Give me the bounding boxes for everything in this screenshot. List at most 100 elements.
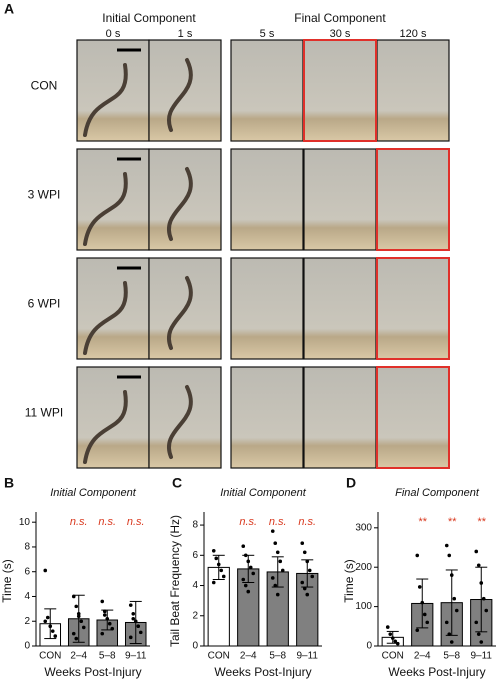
data-point xyxy=(395,641,400,646)
data-point xyxy=(454,608,459,613)
row-label: 6 WPI xyxy=(28,297,61,311)
y-tick-label: 0 xyxy=(192,641,198,652)
annotation: ** xyxy=(447,516,456,528)
data-point xyxy=(425,620,430,625)
x-tick-label: 2–4 xyxy=(414,651,431,662)
data-point xyxy=(79,619,84,624)
y-tick-label: 0 xyxy=(366,641,372,652)
data-point xyxy=(45,615,50,620)
data-point xyxy=(105,616,110,621)
data-point xyxy=(270,529,275,533)
eel xyxy=(167,385,193,459)
data-point xyxy=(71,631,76,636)
data-point xyxy=(216,562,221,567)
data-point xyxy=(300,580,305,585)
eel xyxy=(83,172,128,246)
data-point xyxy=(422,612,427,617)
video-frame xyxy=(376,366,450,469)
x-tick-label: 5–8 xyxy=(99,651,116,662)
x-axis-label: Weeks Post-Injury xyxy=(214,665,311,679)
video-frame xyxy=(303,148,377,251)
time-label: 5 s xyxy=(260,28,275,40)
data-point xyxy=(307,568,312,573)
data-point xyxy=(388,632,393,636)
data-point xyxy=(43,568,48,573)
data-point xyxy=(310,574,315,579)
data-point xyxy=(415,628,420,633)
x-axis-label: Weeks Post-Injury xyxy=(44,665,141,679)
data-point xyxy=(81,625,86,630)
x-tick-label: 5–8 xyxy=(269,651,286,662)
data-point xyxy=(107,621,112,626)
data-point xyxy=(390,636,395,640)
data-point xyxy=(420,600,425,605)
time-label: 1 s xyxy=(178,28,193,40)
data-point xyxy=(74,636,79,641)
y-tick-label: 6 xyxy=(192,550,198,561)
video-frame xyxy=(376,257,450,360)
chart-title: Initial Component xyxy=(220,487,307,499)
data-point xyxy=(100,631,105,636)
data-point xyxy=(273,541,278,546)
data-point xyxy=(476,563,481,568)
time-label: 0 s xyxy=(106,28,121,40)
video-frame xyxy=(230,257,304,360)
data-point xyxy=(221,574,226,579)
data-point xyxy=(102,613,107,617)
data-point xyxy=(278,559,283,564)
data-point xyxy=(133,619,138,624)
data-point xyxy=(211,548,216,553)
eel xyxy=(167,167,193,241)
eel xyxy=(167,276,193,350)
data-point xyxy=(449,640,454,644)
annotation: n.s. xyxy=(239,516,257,528)
panel-label: D xyxy=(346,475,356,491)
video-frame xyxy=(303,257,377,360)
data-point xyxy=(393,639,398,644)
data-point xyxy=(452,596,457,601)
highlight-frame xyxy=(376,366,450,469)
y-axis-label: Time (s) xyxy=(0,559,14,603)
data-point xyxy=(305,559,310,564)
y-tick-label: 4 xyxy=(192,580,198,591)
data-point xyxy=(219,568,224,573)
header: Final Component xyxy=(294,11,386,25)
data-point xyxy=(474,620,479,625)
data-point xyxy=(479,640,484,644)
data-point xyxy=(474,549,479,554)
y-axis-label: Time (s) xyxy=(342,559,356,603)
y-tick-label: 2 xyxy=(24,616,30,627)
video-frame xyxy=(376,39,450,142)
data-point xyxy=(76,612,81,616)
data-point xyxy=(447,632,452,636)
data-point xyxy=(128,603,133,607)
video-frame xyxy=(303,366,377,469)
y-tick-label: 0 xyxy=(24,641,30,652)
data-point xyxy=(100,599,105,604)
data-point xyxy=(251,571,256,576)
x-tick-label: 2–4 xyxy=(70,651,87,662)
data-point xyxy=(444,620,449,625)
data-point xyxy=(48,624,53,628)
y-tick-label: 100 xyxy=(355,601,372,612)
y-tick-label: 8 xyxy=(192,520,198,531)
x-tick-label: 5–8 xyxy=(443,651,460,662)
data-point xyxy=(136,624,141,628)
x-tick-label: CON xyxy=(39,651,61,662)
data-point xyxy=(300,541,305,546)
data-point xyxy=(447,553,452,558)
video-frame xyxy=(230,148,304,251)
x-tick-label: 9–11 xyxy=(470,651,492,662)
panel-label: B xyxy=(4,475,14,491)
annotation: n.s. xyxy=(70,516,88,528)
video-frame xyxy=(230,39,304,142)
data-point xyxy=(102,609,107,614)
y-tick-label: 2 xyxy=(192,610,198,621)
video-frame xyxy=(303,39,377,142)
data-point xyxy=(305,592,310,597)
data-point xyxy=(302,550,307,555)
data-point xyxy=(241,544,246,549)
data-point xyxy=(270,576,275,580)
x-tick-label: 9–11 xyxy=(125,651,147,662)
data-point xyxy=(476,632,481,636)
